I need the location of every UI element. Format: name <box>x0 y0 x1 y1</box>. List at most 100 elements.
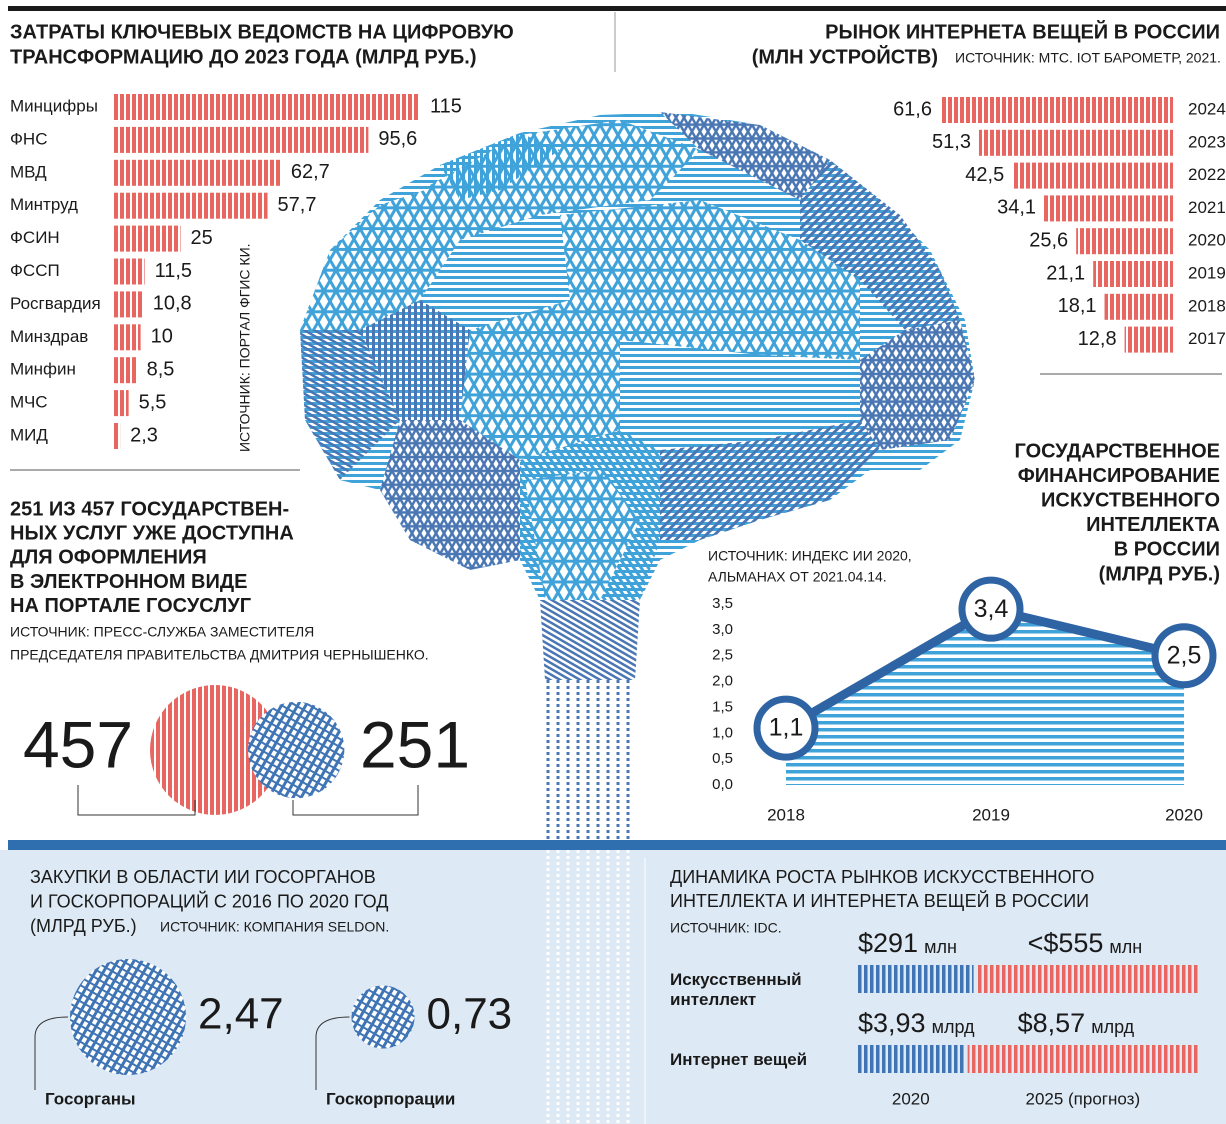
category-label: Минцифры <box>10 96 98 115</box>
category-label: 2019 <box>1188 263 1226 282</box>
value-label: 95,6 <box>378 128 417 150</box>
legend-label: 2025 (прогноз) <box>1025 1089 1140 1108</box>
chart-title: ИНТЕЛЛЕКТА И ИНТЕРНЕТА ВЕЩЕЙ В РОССИИ <box>670 890 1089 911</box>
category-label: Госкорпорации <box>326 1089 455 1108</box>
category-label: 2020 <box>1188 231 1226 250</box>
category-label: МИД <box>10 425 48 444</box>
bar <box>114 324 141 350</box>
circle <box>248 702 344 798</box>
bar <box>114 259 145 285</box>
chart-title: ФИНАНСИРОВАНИЕ <box>1018 465 1220 487</box>
chart-title: НЫХ УСЛУГ УЖЕ ДОСТУПНА <box>10 522 294 544</box>
bar <box>114 94 420 120</box>
value-label: 5,5 <box>139 391 167 413</box>
y-tick-label: 1,5 <box>712 698 733 715</box>
bar-segment <box>978 965 1198 993</box>
source: ИСТОЧНИК: ПОРТАЛ ФГИС КИ. <box>237 243 253 452</box>
chart-title: ТРАНСФОРМАЦИЮ ДО 2023 ГОДА (МЛРД РУБ.) <box>10 46 476 68</box>
bar <box>114 127 368 153</box>
bar <box>940 97 1173 123</box>
value-label: 10 <box>151 326 173 348</box>
value-label: 42,5 <box>965 164 1004 186</box>
source: ИСТОЧНИК: МТС. IOT БАРОМЕТР, 2021. <box>955 50 1221 66</box>
chart-title: 251 ИЗ 457 ГОСУДАРСТВЕН- <box>10 498 289 520</box>
separator <box>8 840 1226 850</box>
value-unit: млрд <box>1091 1017 1134 1037</box>
value-label: $3,93 <box>858 1008 926 1038</box>
value-label: 18,1 <box>1058 295 1097 317</box>
y-tick-label: 3,5 <box>712 595 733 612</box>
top-rule <box>8 6 1226 11</box>
y-tick-label: 1,0 <box>712 724 733 741</box>
category-label: ФССП <box>10 261 60 280</box>
category-label: МЧС <box>10 393 48 412</box>
value-label: 62,7 <box>291 161 330 183</box>
chart-title: ДЛЯ ОФОРМЛЕНИЯ <box>10 547 207 569</box>
category-label: 2017 <box>1188 329 1226 348</box>
chart-title: ЗАТРАТЫ КЛЮЧЕВЫХ ВЕДОМСТВ НА ЦИФРОВУЮ <box>10 21 514 43</box>
chart-title: ИСКУСТВЕННОГО <box>1041 489 1220 511</box>
category-label: ФНС <box>10 129 47 148</box>
bar <box>1105 294 1173 320</box>
category-label: ФСИН <box>10 228 60 247</box>
bar <box>114 423 120 449</box>
value-label: 57,7 <box>278 194 317 216</box>
value-label: 25 <box>191 227 213 249</box>
category-label: Минздрав <box>10 327 88 346</box>
category-label: Госорганы <box>45 1089 136 1108</box>
x-tick-label: 2018 <box>767 805 805 824</box>
value-label: 115 <box>430 95 462 117</box>
value-label: 251 <box>360 707 470 781</box>
bar <box>114 226 181 252</box>
category-label: 2021 <box>1188 198 1226 217</box>
category-label: Минфин <box>10 360 76 379</box>
canvas: ЗАТРАТЫ КЛЮЧЕВЫХ ВЕДОМСТВ НА ЦИФРОВУЮ ТРА… <box>0 0 1226 1124</box>
infographic: ЗАТРАТЫ КЛЮЧЕВЫХ ВЕДОМСТВ НА ЦИФРОВУЮ ТРА… <box>0 0 1226 1124</box>
category-label: 2018 <box>1188 296 1226 315</box>
chart-title: РЫНОК ИНТЕРНЕТА ВЕЩЕЙ В РОССИИ <box>825 19 1220 43</box>
bar <box>1125 327 1173 353</box>
category-label: Росгвардия <box>10 294 101 313</box>
y-tick-label: 0,0 <box>712 776 733 793</box>
bar <box>114 193 268 219</box>
value-label: 21,1 <box>1046 262 1085 284</box>
chart-title: В ЭЛЕКТРОННОМ ВИДЕ <box>10 571 247 593</box>
value-unit: млн <box>1109 937 1142 957</box>
source: ИСТОЧНИК: ИНДЕКС ИИ 2020, <box>708 548 912 564</box>
category-label: 2024 <box>1188 99 1226 118</box>
value-label: 12,8 <box>1078 328 1117 350</box>
y-tick-label: 2,0 <box>712 673 733 690</box>
value-label: 51,3 <box>932 131 971 153</box>
value-label: 2,47 <box>198 990 284 1039</box>
chart-title: (МЛРД РУБ.) <box>30 916 137 936</box>
legend-label: 2020 <box>892 1089 930 1108</box>
value-label: 34,1 <box>997 197 1036 219</box>
chart-title: (МЛН УСТРОЙСТВ) <box>752 44 938 68</box>
bar <box>114 291 143 317</box>
bubble <box>70 959 186 1075</box>
y-tick-label: 3,0 <box>712 621 733 638</box>
y-tick-label: 0,5 <box>712 750 733 767</box>
value-label: $8,57 <box>1018 1008 1086 1038</box>
x-tick-label: 2019 <box>972 805 1010 824</box>
bar <box>1093 261 1173 287</box>
value-label: 11,5 <box>155 260 192 282</box>
chart-title: В РОССИИ <box>1114 539 1220 561</box>
source: ИСТОЧНИК: IDC. <box>670 920 782 936</box>
value-label: 61,6 <box>893 98 932 120</box>
y-tick-label: 2,5 <box>712 647 733 664</box>
category-label: Искусственный интеллект <box>670 970 840 1010</box>
category-label: Минтруд <box>10 195 78 214</box>
category-label: МВД <box>10 162 47 181</box>
value-label: 0,73 <box>427 990 513 1039</box>
chart-title: И ГОСКОРПОРАЦИЙ С 2016 ПО 2020 ГОД <box>30 890 388 911</box>
source: ИСТОЧНИК: ПРЕСС-СЛУЖБА ЗАМЕСТИТЕЛЯ <box>10 624 314 640</box>
bar-segment <box>858 965 974 993</box>
chart-title: ИНТЕЛЛЕКТА <box>1086 514 1220 536</box>
category-label: 2023 <box>1188 132 1226 151</box>
value-label: 2,3 <box>130 424 158 446</box>
chart-title: ДИНАМИКА РОСТА РЫНКОВ ИСКУССТВЕННОГО <box>670 867 1094 887</box>
category-label: Интернет вещей <box>670 1050 840 1070</box>
bar-segment <box>968 1045 1198 1073</box>
bar <box>1012 163 1173 189</box>
